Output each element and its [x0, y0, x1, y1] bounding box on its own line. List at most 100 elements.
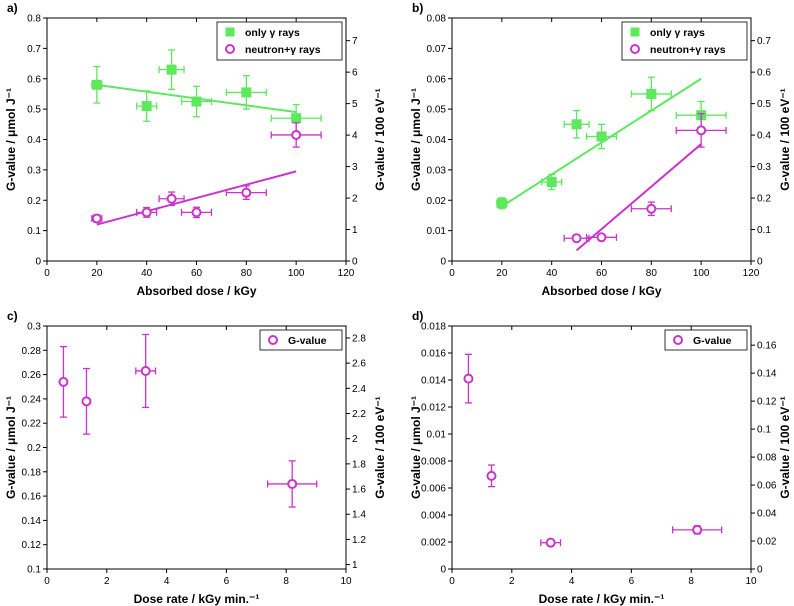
y-tick-label: 0.1	[27, 565, 41, 576]
legend-marker	[630, 27, 640, 37]
y-tick-label: 0.4	[27, 135, 41, 146]
x-tick-label: 60	[596, 268, 608, 279]
data-point	[58, 376, 69, 387]
y-right-axis-label: G-value / 100 eV⁻¹	[373, 396, 387, 498]
y-axis-label: G-value / μmol J⁻¹	[409, 88, 423, 191]
data-point	[646, 88, 657, 99]
y-right-tick-label: 0.08	[757, 453, 777, 464]
series-1	[563, 113, 727, 252]
y-right-tick-label: 0.04	[757, 509, 777, 520]
data-point	[141, 101, 152, 112]
data-point	[596, 131, 607, 142]
x-tick-label: 20	[91, 268, 103, 279]
y-tick-label: 0	[35, 257, 41, 268]
y-tick-label: 0.04	[427, 135, 447, 146]
plot-frame	[451, 325, 752, 570]
y-right-tick-label: 2.4	[352, 384, 366, 395]
y-tick-label: 0.03	[427, 165, 447, 176]
data-point	[571, 119, 582, 130]
legend-marker	[630, 44, 640, 54]
legend-label: G-value	[288, 335, 327, 347]
series-0	[58, 333, 318, 508]
fit-line	[575, 143, 702, 252]
plot-frame	[46, 325, 347, 570]
data-point	[696, 125, 707, 136]
chart-panel-b: 0 20 40 60 80 100 12000.010.020.030.040.050.06…	[409, 1, 792, 298]
y-right-tick-label: 0	[757, 257, 763, 268]
x-tick-label: 60	[191, 268, 203, 279]
x-tick-label: 120	[338, 268, 355, 279]
legend-label: only γ rays	[245, 27, 300, 39]
y-tick-label: 0.06	[427, 74, 447, 85]
y-right-tick-label: 2.8	[352, 333, 366, 344]
x-tick-label: 40	[546, 268, 558, 279]
x-tick-label: 40	[141, 268, 153, 279]
y-tick-label: 0.12	[22, 540, 42, 551]
legend-marker	[673, 335, 683, 345]
y-tick-label: 0.002	[421, 538, 446, 549]
data-point	[546, 177, 557, 188]
y-tick-label: 0.01	[427, 430, 447, 441]
x-axis-label: Dose rate / kGy min.⁻¹	[134, 592, 260, 606]
y-tick-label: 0.05	[427, 105, 447, 116]
legend-box	[664, 329, 748, 351]
x-axis-label: Dose rate / kGy min.⁻¹	[539, 592, 665, 606]
y-tick-label: 0.014	[421, 376, 446, 387]
x-tick-label: 80	[241, 268, 253, 279]
x-tick-label: 120	[743, 268, 760, 279]
y-right-tick-label: 1	[352, 560, 358, 571]
x-tick-label: 8	[283, 576, 289, 587]
data-point	[646, 203, 657, 214]
data-point	[191, 96, 202, 107]
y-right-axis-label: G-value / 100 eV⁻¹	[778, 88, 792, 190]
y-right-tick-label: 2	[352, 434, 358, 445]
data-point	[166, 64, 177, 75]
panel-label: d)	[412, 309, 423, 323]
y-tick-label: 0.016	[421, 349, 446, 360]
data-point	[545, 537, 556, 548]
y-right-tick-label: 7	[352, 36, 358, 47]
y-tick-label: 0	[440, 257, 446, 268]
y-tick-label: 0.2	[27, 443, 41, 454]
y-right-tick-label: 6	[352, 68, 358, 79]
x-tick-label: 0	[449, 576, 455, 587]
data-point	[692, 524, 703, 535]
legend-label: neutron+γ rays	[245, 44, 321, 56]
chart-panel-c: 0 2 4 6 8 10 0.1 0.12 0.14 0.16 0.18 0.2 0.22 0.24 0.2…	[4, 309, 387, 606]
x-tick-label: 8	[688, 576, 694, 587]
data-point	[287, 478, 298, 489]
x-axis-label: Absorbed dose / kGy	[136, 284, 256, 298]
y-right-tick-label: 3	[352, 162, 358, 173]
y-right-tick-label: 4	[352, 131, 358, 142]
y-tick-label: 0.5	[27, 105, 41, 116]
y-tick-label: 0.7	[27, 44, 41, 55]
data-point	[291, 113, 302, 124]
x-tick-label: 2	[104, 576, 110, 587]
y-tick-label: 0.6	[27, 74, 41, 85]
data-point	[496, 198, 507, 209]
data-point	[91, 213, 102, 224]
y-right-tick-label: 0.3	[757, 162, 771, 173]
legend-box	[259, 329, 343, 351]
y-tick-label: 0.006	[421, 484, 446, 495]
x-tick-label: 4	[164, 576, 170, 587]
legend-marker	[268, 335, 278, 345]
y-right-tick-label: 2.6	[352, 359, 366, 370]
legend-marker	[225, 44, 235, 54]
y-tick-label: 0.01	[427, 226, 447, 237]
series-1	[91, 122, 322, 226]
y-tick-label: 0.14	[22, 516, 42, 527]
y-right-tick-label: 0.6	[757, 68, 771, 79]
legend: G-value	[259, 329, 343, 351]
y-right-tick-label: 0.1	[757, 225, 771, 236]
y-tick-label: 0.3	[27, 165, 41, 176]
legend: only γ rays neutron+γ rays	[216, 21, 343, 61]
x-tick-label: 100	[693, 268, 710, 279]
x-tick-label: 100	[288, 268, 305, 279]
y-tick-label: 0.004	[421, 511, 446, 522]
x-tick-label: 2	[509, 576, 515, 587]
legend: G-value	[664, 329, 748, 351]
y-axis-label: G-value / μmol J⁻¹	[409, 396, 423, 499]
y-right-tick-label: 0.1	[757, 425, 771, 436]
y-right-tick-label: 0.7	[757, 36, 771, 47]
